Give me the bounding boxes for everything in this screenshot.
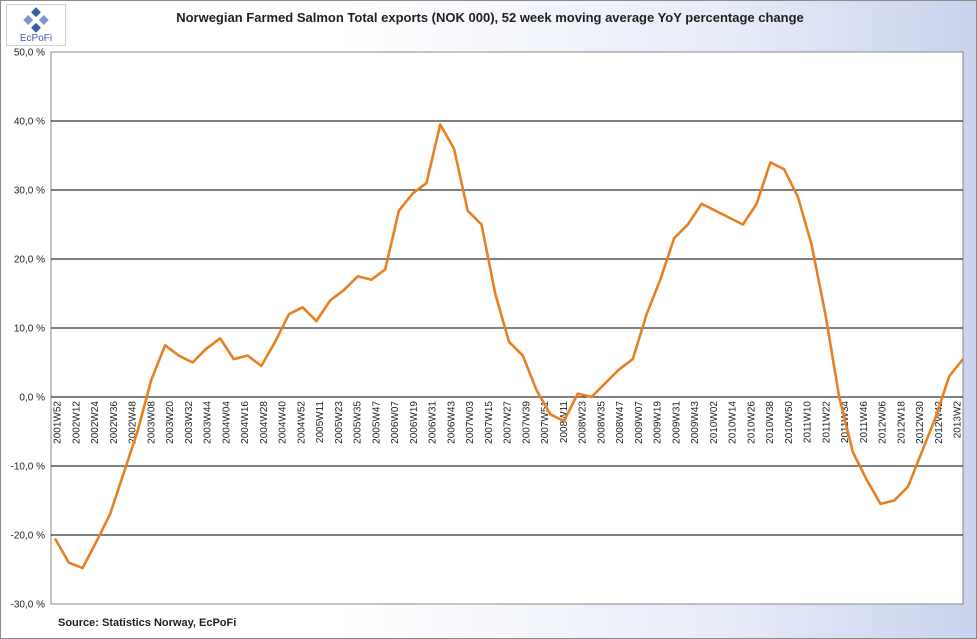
x-tick-label: 2008W35: [596, 401, 607, 444]
x-tick-label: 2005W35: [353, 401, 364, 444]
x-tick-label: 2012W06: [878, 401, 889, 444]
x-tick-label: 2005W47: [371, 401, 382, 444]
y-axis-ticks: -30,0 % -20,0 % -10,0 % 0,0 % 10,0 % 20,0 % 30…: [11, 48, 46, 611]
x-tick-label: 2010W02: [709, 401, 720, 444]
x-tick-label: 2004W28: [259, 401, 270, 444]
x-tick-label: 2004W40: [278, 401, 289, 444]
x-tick-label: 2011W22: [821, 401, 832, 444]
x-tick-label: 2005W23: [334, 401, 345, 444]
x-tick-label: 2011W10: [803, 401, 814, 444]
x-axis-ticks: 2001W52 2002W12 2002W24 2002W36 2002W48 2003W…: [53, 401, 964, 444]
x-tick-label: 2006W43: [446, 401, 457, 444]
x-tick-label: 2004W16: [240, 401, 251, 444]
x-tick-label: 2003W20: [165, 401, 176, 444]
logo-text: EcPoFi: [19, 33, 53, 44]
y-tick-label: -10,0 %: [11, 462, 46, 473]
x-tick-label: 2002W12: [71, 401, 82, 444]
x-tick-label: 2010W50: [784, 401, 795, 444]
x-tick-label: 2007W51: [540, 401, 551, 444]
y-tick-label: 10,0 %: [14, 324, 45, 335]
x-tick-label: 2007W15: [484, 401, 495, 444]
x-tick-label: 2007W39: [521, 401, 532, 444]
x-tick-label: 2006W19: [409, 401, 420, 444]
x-tick-label: 2012W42: [934, 401, 945, 444]
x-tick-label: 2005W11: [315, 401, 326, 444]
x-tick-label: 2009W19: [653, 401, 664, 444]
x-tick-label: 2010W14: [728, 401, 739, 444]
x-tick-label: 2007W27: [503, 401, 514, 444]
x-tick-label: 2012W30: [915, 401, 926, 444]
grid-lines: [51, 120, 963, 536]
x-tick-label: 2009W43: [690, 401, 701, 444]
x-tick-label: 2001W52: [53, 401, 64, 444]
x-tick-label: 2010W26: [746, 401, 757, 444]
y-tick-label: 40,0 %: [14, 117, 45, 128]
x-tick-label: 2006W31: [428, 401, 439, 444]
x-tick-label: 2002W48: [128, 401, 139, 444]
y-tick-label: 30,0 %: [14, 186, 45, 197]
x-tick-label: 2002W24: [90, 401, 101, 444]
x-tick-label: 2009W31: [671, 401, 682, 444]
x-tick-label: 2003W32: [184, 401, 195, 444]
x-tick-label: 2012W18: [896, 401, 907, 444]
logo-mark-icon: [23, 7, 49, 33]
chart-title: Norwegian Farmed Salmon Total exports (N…: [176, 10, 804, 25]
x-tick-label: 2003W08: [146, 401, 157, 444]
ecpofi-logo: EcPoFi: [6, 4, 66, 46]
y-tick-label: 50,0 %: [14, 48, 45, 59]
x-tick-label: 2004W04: [221, 401, 232, 444]
y-tick-label: 20,0 %: [14, 255, 45, 266]
y-tick-label: 0,0 %: [19, 393, 45, 404]
x-tick-label: 2008W47: [615, 401, 626, 444]
series-line: [53, 123, 965, 570]
x-tick-label: 2010W38: [765, 401, 776, 444]
y-tick-label: -30,0 %: [11, 600, 46, 611]
x-tick-label: 2008W23: [578, 401, 589, 444]
y-tick-label: -20,0 %: [11, 531, 46, 542]
source-note: Source: Statistics Norway, EcPoFi: [58, 617, 237, 629]
x-tick-label: 2004W52: [296, 401, 307, 444]
x-tick-label: 2007W03: [465, 401, 476, 444]
x-tick-label: 2006W07: [390, 401, 401, 444]
x-tick-label: 2002W36: [109, 401, 120, 444]
x-tick-label: 2013W2: [953, 401, 964, 439]
x-tick-label: 2011W46: [859, 401, 870, 444]
series-layer: [53, 123, 965, 570]
x-tick-label: 2003W44: [203, 401, 214, 444]
x-tick-label: 2009W07: [634, 401, 645, 444]
